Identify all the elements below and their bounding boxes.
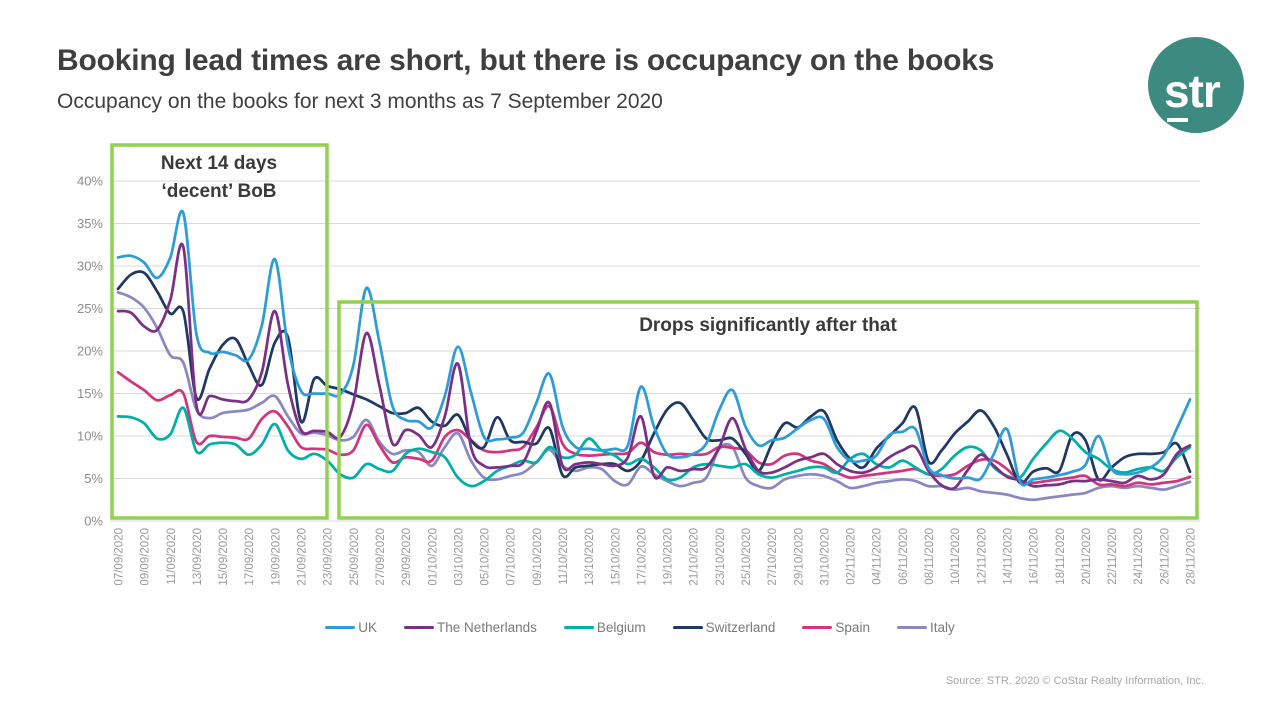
x-tick-label: 21/10/2020 — [689, 528, 701, 586]
str-logo: str — [1148, 37, 1244, 133]
y-tick-label: 30% — [77, 259, 103, 274]
x-tick-label: 03/10/2020 — [453, 528, 465, 586]
x-tick-label: 17/09/2020 — [244, 528, 256, 586]
annotation-next-14-days: Next 14 days ‘decent’ BoB — [119, 150, 319, 205]
y-tick-label: 25% — [77, 301, 103, 316]
y-tick-label: 10% — [77, 429, 103, 444]
str-logo-text: str — [1164, 65, 1221, 117]
x-tick-label: 13/09/2020 — [192, 528, 204, 586]
annotation-next-14-days-line1: Next 14 days — [160, 153, 278, 174]
legend-label: UK — [358, 620, 378, 635]
x-tick-label: 15/09/2020 — [218, 528, 230, 586]
x-tick-label: 04/11/2020 — [872, 528, 884, 585]
x-tick-label: 12/11/2020 — [976, 528, 988, 585]
series-line-uk — [116, 209, 1192, 487]
x-tick-label: 15/10/2020 — [610, 528, 622, 586]
y-tick-label: 15% — [77, 386, 103, 401]
x-tick-label: 14/11/2020 — [1002, 528, 1014, 585]
x-axis-tick-labels: 07/09/2020 09/09/2020 11/09/2020 13/09/2020… — [114, 528, 1198, 586]
x-tick-label: 11/10/2020 — [558, 528, 570, 585]
x-tick-label: 27/10/2020 — [767, 528, 779, 586]
y-tick-label: 0% — [84, 514, 103, 529]
legend-item-switzerland: Switzerland — [672, 620, 776, 635]
x-tick-label: 31/10/2020 — [819, 528, 831, 586]
highlight-box-next-14-days — [110, 143, 329, 520]
legend-swatch — [802, 625, 833, 630]
x-tick-label: 20/11/2020 — [1081, 528, 1093, 585]
x-tick-label: 09/10/2020 — [532, 528, 544, 586]
x-tick-label: 06/11/2020 — [898, 528, 910, 585]
legend-item-the-netherlands: The Netherlands — [404, 620, 537, 635]
legend-item-belgium: Belgium — [563, 620, 646, 635]
page-title: Booking lead times are short, but there … — [57, 44, 995, 77]
x-tick-label: 07/10/2020 — [506, 528, 518, 586]
y-tick-label: 20% — [77, 344, 103, 359]
x-tick-label: 26/11/2020 — [1159, 528, 1171, 585]
source-note: Source: STR. 2020 © CoStar Realty Inform… — [945, 675, 1204, 687]
x-tick-label: 09/09/2020 — [140, 528, 152, 586]
highlight-box-drops — [337, 300, 1199, 520]
legend-item-spain: Spain — [802, 620, 870, 635]
x-tick-label: 02/11/2020 — [846, 528, 858, 585]
x-tick-label: 17/10/2020 — [636, 528, 648, 586]
legend-label: Spain — [835, 620, 870, 635]
x-tick-label: 07/09/2020 — [114, 528, 126, 586]
legend-swatch — [563, 625, 594, 630]
y-tick-label: 35% — [77, 216, 103, 231]
x-tick-label: 22/11/2020 — [1107, 528, 1119, 585]
x-tick-label: 21/09/2020 — [297, 528, 309, 586]
x-tick-label: 05/10/2020 — [480, 528, 492, 586]
series-line-spain — [116, 370, 1192, 488]
legend-label: The Netherlands — [437, 620, 537, 635]
annotation-next-14-days-line2: ‘decent’ BoB — [161, 180, 277, 202]
x-tick-label: 27/09/2020 — [375, 528, 387, 586]
legend-label: Switzerland — [705, 620, 776, 635]
x-tick-label: 10/11/2020 — [950, 528, 962, 585]
page-subtitle: Occupancy on the books for next 3 months… — [57, 90, 663, 113]
x-tick-label: 13/10/2020 — [584, 528, 596, 586]
y-tick-label: 40% — [77, 174, 103, 189]
x-tick-label: 01/10/2020 — [427, 528, 439, 586]
legend-label: Italy — [929, 620, 955, 635]
x-tick-label: 25/10/2020 — [741, 528, 753, 586]
x-tick-label: 28/11/2020 — [1186, 528, 1198, 585]
legend-item-italy: Italy — [896, 620, 955, 635]
x-tick-label: 23/09/2020 — [323, 528, 335, 586]
x-tick-label: 24/11/2020 — [1133, 528, 1145, 585]
y-axis-tick-labels: 0% 5% 10% 15% 20% 25% 30% 35% 40% — [77, 174, 103, 529]
chart-legend: UK The Netherlands Belgium Switzerland Spain… — [0, 620, 1280, 635]
series-lines — [116, 209, 1192, 502]
x-tick-label: 23/10/2020 — [715, 528, 727, 586]
x-tick-label: 16/11/2020 — [1029, 528, 1041, 585]
str-logo-underline — [1167, 118, 1188, 122]
x-tick-label: 11/09/2020 — [166, 528, 178, 585]
x-tick-label: 19/09/2020 — [270, 528, 282, 586]
legend-swatch — [896, 625, 927, 630]
x-tick-label: 25/09/2020 — [349, 528, 361, 586]
x-tick-label: 19/10/2020 — [663, 528, 675, 586]
series-line-the-netherlands — [116, 242, 1192, 491]
legend-swatch — [404, 625, 435, 630]
x-tick-label: 08/11/2020 — [924, 528, 936, 585]
legend-item-uk: UK — [325, 620, 377, 635]
x-tick-label: 29/10/2020 — [793, 528, 805, 586]
x-tick-label: 29/09/2020 — [401, 528, 413, 586]
legend-swatch — [672, 625, 703, 630]
legend-swatch — [325, 625, 356, 630]
annotation-drops: Drops significantly after that — [639, 315, 897, 336]
y-tick-label: 5% — [84, 471, 103, 486]
x-tick-label: 18/11/2020 — [1055, 528, 1067, 585]
legend-label: Belgium — [596, 620, 646, 635]
